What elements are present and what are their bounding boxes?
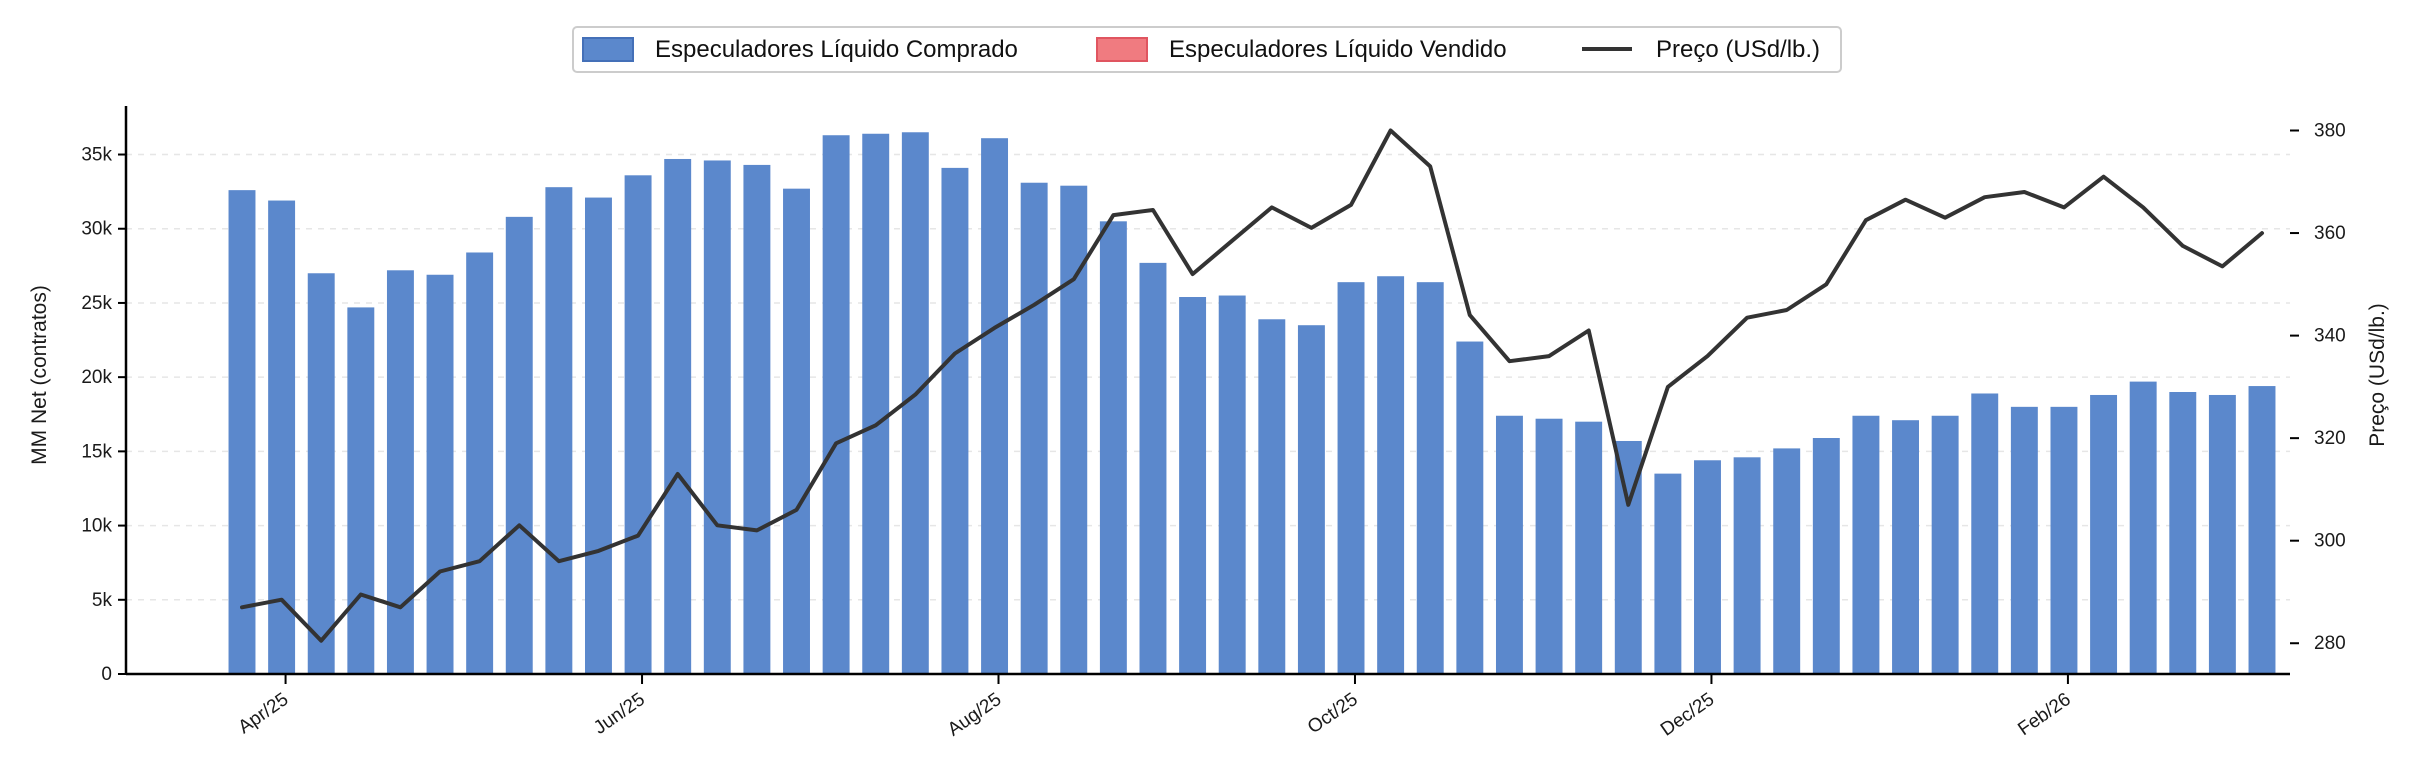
y-left-axis-title: MM Net (contratos) bbox=[28, 285, 51, 465]
x-tick-label: Dec/25 bbox=[1657, 689, 1718, 741]
bar bbox=[2090, 394, 2118, 674]
bar bbox=[743, 164, 771, 675]
bar bbox=[703, 160, 731, 675]
y-left-tick-label: 35k bbox=[81, 145, 112, 166]
bar bbox=[426, 274, 454, 674]
bar bbox=[1495, 415, 1523, 674]
bar bbox=[2169, 392, 2197, 674]
bar bbox=[1456, 341, 1484, 674]
bar bbox=[664, 158, 692, 674]
bar bbox=[1931, 415, 1959, 674]
bar bbox=[2050, 406, 2078, 674]
bar bbox=[585, 197, 612, 674]
bar bbox=[268, 200, 296, 674]
bar bbox=[1258, 319, 1286, 674]
bar bbox=[1377, 276, 1405, 674]
y-left-tick-label: 15k bbox=[81, 441, 112, 462]
bar bbox=[2208, 394, 2236, 674]
bar bbox=[1694, 460, 1721, 674]
x-tick-label: Apr/25 bbox=[235, 689, 293, 738]
y-left-tick-label: 0 bbox=[101, 664, 112, 685]
x-tick-label: Aug/25 bbox=[944, 689, 1005, 741]
bar bbox=[386, 270, 414, 674]
bar bbox=[822, 135, 850, 675]
bar bbox=[1852, 415, 1880, 674]
bar bbox=[545, 187, 573, 674]
bar bbox=[1575, 421, 1603, 674]
bar bbox=[2248, 386, 2276, 674]
price-line bbox=[240, 128, 2264, 643]
legend-frame bbox=[572, 26, 1842, 73]
bar bbox=[1535, 418, 1563, 674]
y-left-tick-label: 20k bbox=[81, 367, 112, 388]
bar bbox=[1733, 457, 1761, 674]
legend-label-price: Preço (USd/lb.) bbox=[1656, 36, 1820, 63]
bar bbox=[307, 273, 335, 674]
right-axis-ticks: 280 300 320 340 360 380 bbox=[2290, 121, 2346, 654]
left-axis-ticks: 0 5k 10k 15k 20k 25k 30k 35k bbox=[81, 145, 126, 685]
x-tick-label: Jun/25 bbox=[590, 689, 649, 739]
legend-swatch-comprado bbox=[582, 37, 634, 62]
bar bbox=[1139, 262, 1167, 674]
bar bbox=[981, 138, 1009, 674]
axes bbox=[124, 106, 2290, 676]
y-right-axis-title: Preço (USd/lb.) bbox=[2366, 303, 2389, 447]
y-right-tick-label: 360 bbox=[2314, 223, 2346, 244]
bar bbox=[1654, 473, 1682, 674]
bar bbox=[228, 190, 256, 674]
bar bbox=[1179, 297, 1207, 674]
bar-series bbox=[228, 132, 2276, 675]
y-right-tick-label: 380 bbox=[2314, 121, 2346, 142]
y-right-tick-label: 280 bbox=[2314, 633, 2346, 654]
legend: Especuladores Líquido Comprado Especulad… bbox=[572, 26, 1842, 73]
bar bbox=[783, 188, 810, 675]
bar bbox=[941, 167, 969, 674]
legend-swatch-vendido bbox=[1096, 37, 1148, 62]
bar bbox=[1020, 182, 1048, 674]
bar bbox=[1337, 282, 1365, 674]
bar bbox=[1812, 438, 1840, 674]
bar bbox=[466, 252, 494, 675]
bar bbox=[1060, 185, 1088, 674]
y-left-tick-label: 5k bbox=[92, 590, 113, 611]
bar bbox=[862, 133, 890, 674]
bar bbox=[505, 216, 533, 674]
x-tick-label: Feb/26 bbox=[2014, 689, 2075, 740]
y-right-tick-label: 300 bbox=[2314, 531, 2346, 552]
bar bbox=[2010, 406, 2038, 674]
y-left-tick-label: 30k bbox=[81, 219, 112, 240]
bar bbox=[1773, 448, 1801, 674]
bar bbox=[347, 307, 375, 674]
y-right-tick-label: 340 bbox=[2314, 326, 2346, 347]
y-left-tick-label: 25k bbox=[81, 293, 112, 314]
y-right-tick-label: 320 bbox=[2314, 428, 2346, 449]
bar bbox=[624, 175, 652, 674]
bar bbox=[1099, 221, 1127, 674]
bar bbox=[1892, 420, 1919, 674]
bar bbox=[1416, 282, 1444, 674]
legend-label-vendido: Especuladores Líquido Vendido bbox=[1169, 36, 1507, 63]
x-tick-label: Oct/25 bbox=[1304, 689, 1362, 738]
bar bbox=[1297, 325, 1325, 674]
bar bbox=[2129, 381, 2157, 674]
bar bbox=[1971, 393, 1999, 674]
bar bbox=[1218, 295, 1246, 674]
y-left-tick-label: 10k bbox=[81, 516, 112, 537]
x-axis-ticks: Apr/25 Jun/25 Aug/25 Oct/25 Dec/25 Feb/26 bbox=[235, 674, 2075, 741]
legend-label-comprado: Especuladores Líquido Comprado bbox=[655, 36, 1018, 63]
